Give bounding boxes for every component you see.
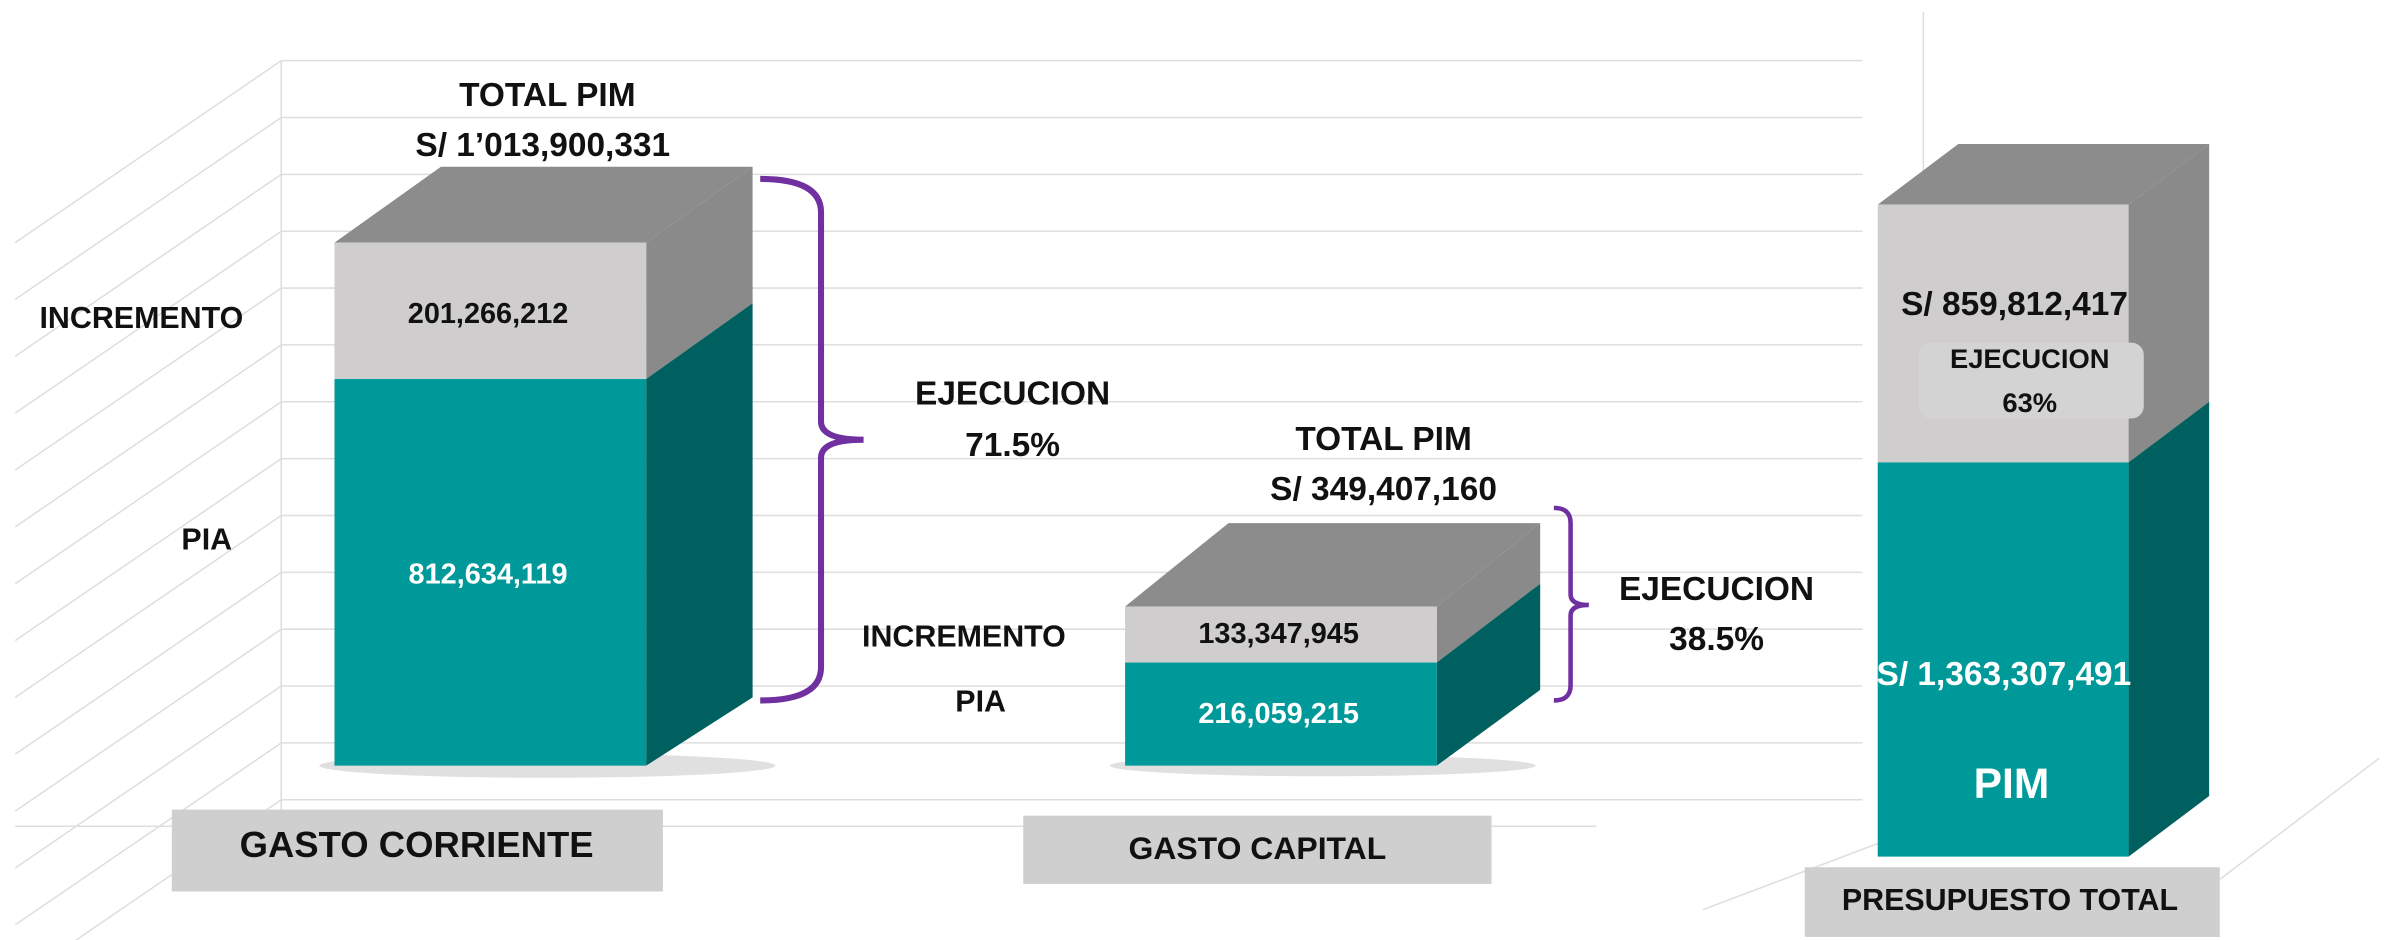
grid-line bbox=[2219, 757, 2380, 880]
grid-line bbox=[14, 742, 282, 926]
grid-line bbox=[14, 685, 282, 869]
grid-line bbox=[14, 287, 282, 471]
grid-line bbox=[14, 628, 282, 812]
segment-name: INCREMENTO bbox=[862, 620, 1066, 653]
total-label: TOTAL PIM bbox=[1295, 421, 1471, 458]
grid-line bbox=[14, 571, 282, 755]
box-gasto-corriente bbox=[319, 166, 776, 778]
label-box bbox=[171, 809, 663, 892]
segment-value: 133,347,945 bbox=[1198, 618, 1359, 650]
label-box bbox=[1804, 867, 2220, 937]
execution-value: 38.5% bbox=[1669, 621, 1764, 658]
execution-amount: S/ 859,812,417 bbox=[1901, 286, 2128, 323]
execution-label: EJECUCION bbox=[1950, 343, 2110, 374]
grid-line bbox=[14, 60, 282, 244]
total-value: S/ 349,407,160 bbox=[1270, 471, 1497, 508]
grid-line bbox=[14, 173, 282, 357]
box-gasto-capital bbox=[1109, 523, 1541, 777]
grid-line bbox=[14, 458, 282, 642]
segment-name: PIA bbox=[181, 523, 232, 556]
segment-name: INCREMENTO bbox=[39, 302, 243, 335]
segment-value: 812,634,119 bbox=[409, 559, 568, 591]
grid-line bbox=[14, 116, 282, 301]
label-box bbox=[1023, 815, 1492, 884]
execution-label: EJECUCION bbox=[1619, 571, 1814, 608]
grid-line bbox=[14, 514, 282, 699]
group-label: GASTO CAPITAL bbox=[1129, 830, 1387, 866]
group-label: GASTO CORRIENTE bbox=[240, 824, 594, 865]
pim-label: PIM bbox=[1974, 761, 2050, 808]
segment-value: 201,266,212 bbox=[408, 298, 569, 330]
group-label: PRESUPUESTO TOTAL bbox=[1842, 884, 2178, 917]
grid-line bbox=[14, 230, 282, 414]
grid-line bbox=[14, 401, 282, 585]
total-label: TOTAL PIM bbox=[459, 77, 635, 114]
segment-name: PIA bbox=[955, 686, 1006, 719]
segment-value: 216,059,215 bbox=[1198, 698, 1359, 730]
brace bbox=[760, 175, 864, 704]
box-presupuesto-total bbox=[1877, 144, 2210, 857]
pim-amount: S/ 1,363,307,491 bbox=[1877, 656, 2132, 693]
execution-value: 71.5% bbox=[965, 427, 1060, 464]
execution-label: EJECUCION bbox=[915, 376, 1110, 413]
total-value: S/ 1’013,900,331 bbox=[415, 127, 670, 164]
brace bbox=[1553, 505, 1589, 703]
execution-value: 63% bbox=[2002, 387, 2057, 418]
grid-line bbox=[14, 344, 282, 528]
